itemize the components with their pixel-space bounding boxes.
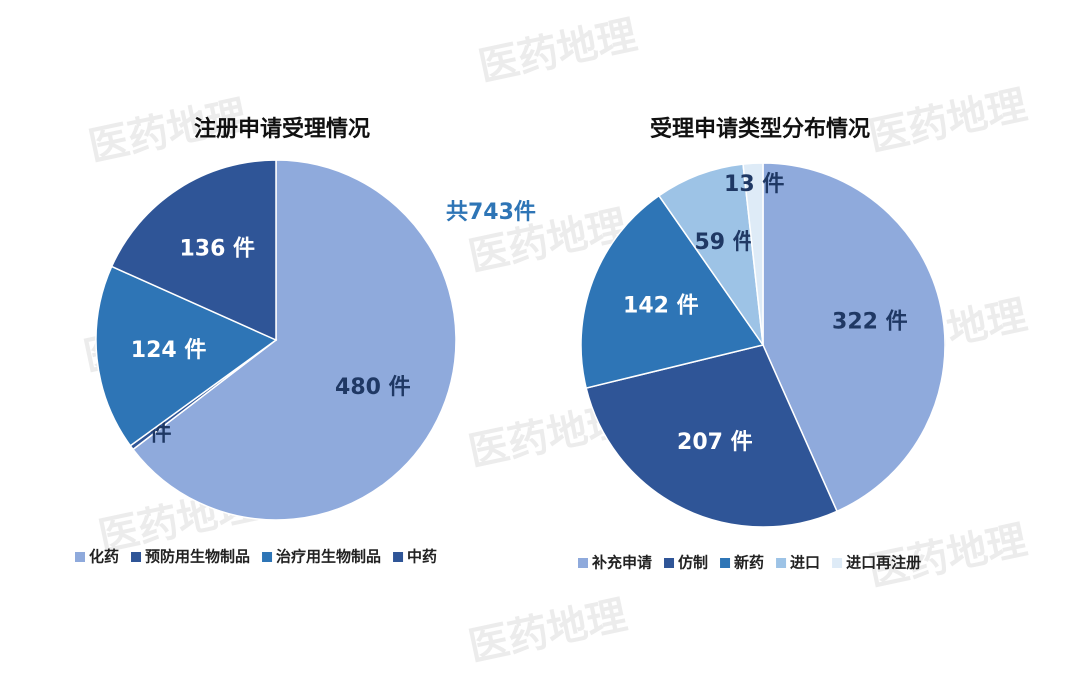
legend-swatch: [664, 558, 675, 568]
watermark: 医药地理: [465, 592, 631, 670]
legend-label: 仿制: [678, 554, 708, 572]
legend-swatch: [131, 552, 142, 562]
legend-swatch: [832, 558, 843, 568]
legend-label: 治疗用生物制品: [276, 548, 381, 566]
data-label: 322 件: [832, 309, 908, 334]
legend-swatch: [75, 552, 85, 562]
legend-label: 新药: [734, 554, 764, 572]
pie-slice: [95, 265, 278, 447]
total-annotation: 共743件: [446, 200, 536, 225]
legend-label: 预防用生物制品: [145, 548, 250, 566]
pie-slice: [742, 162, 764, 346]
data-label: 59 件: [694, 230, 754, 255]
data-label: 136 件: [179, 236, 255, 261]
data-label: 124 件: [131, 338, 207, 363]
legend-label: 进口: [790, 554, 820, 572]
legend-swatch: [262, 552, 273, 562]
legend-label: 进口再注册: [846, 554, 921, 572]
pie-slice: [585, 344, 838, 528]
chart-title: 注册申请受理情况: [194, 116, 370, 142]
data-label: 142 件: [623, 293, 699, 318]
legend-label: 化药: [89, 548, 119, 566]
watermark: 医药地理: [865, 82, 1031, 160]
watermark: 医药地理: [475, 12, 641, 90]
legend-swatch: [393, 552, 404, 562]
pie-slice: [110, 159, 277, 342]
legend-swatch: [720, 558, 731, 568]
legend-label: 中药: [407, 548, 437, 566]
pie-slice: [657, 163, 764, 346]
pie-slice: [132, 159, 457, 521]
data-label: 13 件: [724, 172, 784, 197]
pie-slice: [762, 162, 946, 513]
legend-swatch: [776, 558, 787, 568]
pie-slice: [580, 194, 765, 389]
legend-label: 补充申请: [591, 554, 652, 572]
legend-swatch: [578, 558, 588, 568]
data-label: 480 件: [335, 375, 411, 400]
chart-title: 受理申请类型分布情况: [650, 116, 870, 142]
data-label: 207 件: [677, 430, 753, 455]
